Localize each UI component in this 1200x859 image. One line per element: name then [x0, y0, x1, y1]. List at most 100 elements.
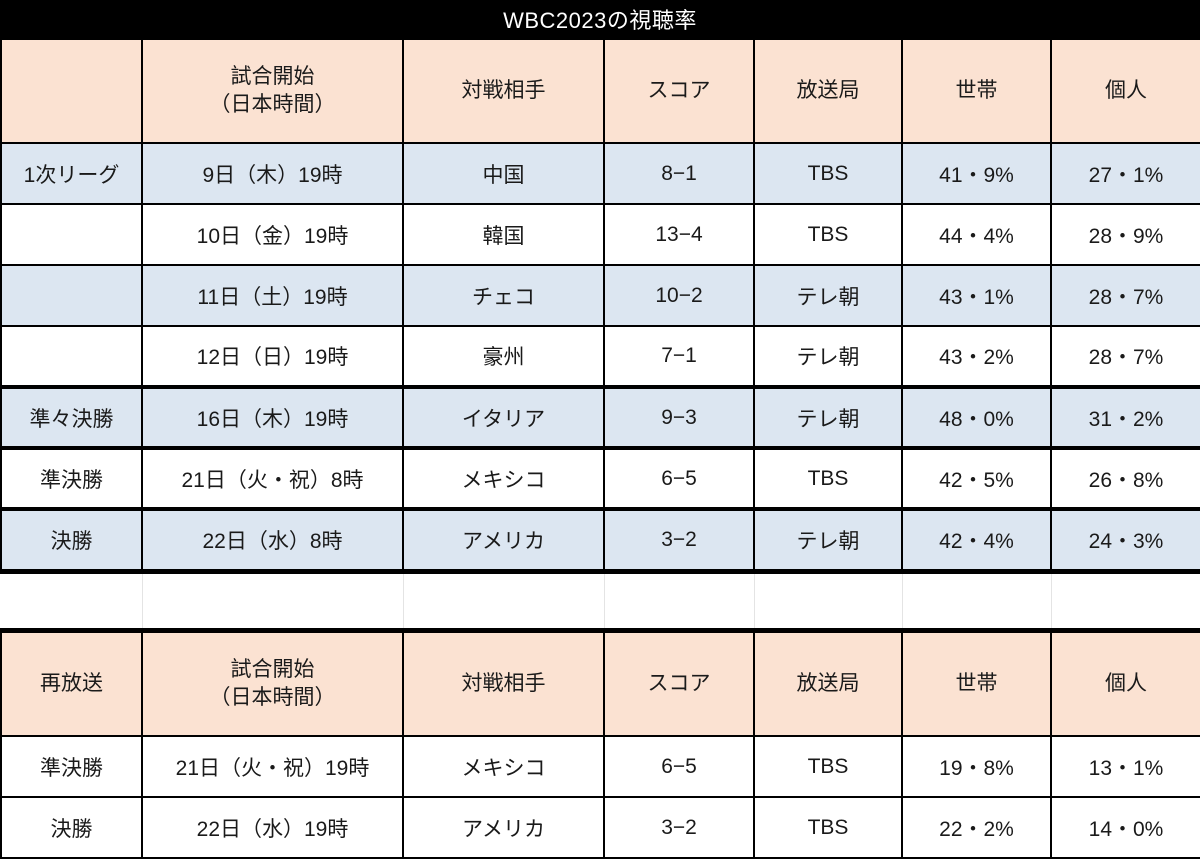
cell-start-time: 16日（木）19時: [141, 385, 404, 450]
table-row: 準決勝 21日（火・祝）19時 メキシコ 6−5 TBS 19・8% 13・1%: [0, 735, 1200, 798]
cell-opponent: 豪州: [402, 325, 605, 389]
cell-individual: 28・7%: [1050, 325, 1200, 389]
cell-individual: 31・2%: [1050, 385, 1200, 450]
cell-stage: 準決勝: [0, 447, 143, 511]
cell-stage: 1次リーグ: [0, 142, 143, 205]
cell-start-time: 10日（金）19時: [141, 203, 404, 266]
column-header-start-time: 試合開始 （日本時間）: [141, 38, 404, 144]
table-row: 準々決勝 16日（木）19時 イタリア 9−3 テレ朝 48・0% 31・2%: [0, 385, 1200, 450]
cell-start-time: 21日（火・祝）19時: [141, 735, 404, 798]
cell-stage: 準々決勝: [0, 385, 143, 450]
column-header-start-time: 試合開始 （日本時間）: [141, 631, 404, 737]
spacer-cell: [0, 571, 143, 631]
spacer-cell: [753, 571, 903, 631]
spacer-cell: [402, 571, 605, 631]
column-header-opponent: 対戦相手: [402, 631, 605, 737]
cell-stage: [0, 264, 143, 327]
cell-start-time: 21日（火・祝）8時: [141, 447, 404, 511]
cell-household: 42・5%: [901, 447, 1052, 511]
page-title: WBC2023の視聴率: [0, 0, 1200, 38]
column-header-opponent: 対戦相手: [402, 38, 605, 144]
column-header-score: スコア: [603, 631, 755, 737]
cell-individual: 27・1%: [1050, 142, 1200, 205]
cell-household: 19・8%: [901, 735, 1052, 798]
column-header-rebroadcast: 再放送: [0, 631, 143, 737]
cell-opponent: アメリカ: [402, 796, 605, 859]
rebroadcast-table-header-row: 再放送 試合開始 （日本時間） 対戦相手 スコア 放送局 世帯 個人: [0, 631, 1200, 737]
cell-opponent: メキシコ: [402, 447, 605, 511]
cell-household: 43・1%: [901, 264, 1052, 327]
cell-score: 8−1: [603, 142, 755, 205]
column-header-household: 世帯: [901, 631, 1052, 737]
table-spacer-row: [0, 571, 1200, 631]
cell-broadcaster: TBS: [753, 203, 903, 266]
column-header-start-time-line1: 試合開始: [230, 658, 315, 682]
cell-broadcaster: TBS: [753, 796, 903, 859]
table-row: 1次リーグ 9日（木）19時 中国 8−1 TBS 41・9% 27・1%: [0, 142, 1200, 205]
table-row: 決勝 22日（水）19時 アメリカ 3−2 TBS 22・2% 14・0%: [0, 796, 1200, 859]
spacer-cell: [603, 571, 755, 631]
cell-stage: 決勝: [0, 508, 143, 571]
column-header-start-time-line2: （日本時間）: [209, 93, 336, 116]
cell-household: 48・0%: [901, 385, 1052, 450]
cell-opponent: イタリア: [402, 385, 605, 450]
cell-household: 42・4%: [901, 508, 1052, 571]
column-header-start-time-line2: （日本時間）: [209, 686, 336, 709]
cell-score: 6−5: [603, 447, 755, 511]
cell-start-time: 12日（日）19時: [141, 325, 404, 389]
cell-individual: 28・7%: [1050, 264, 1200, 327]
cell-household: 43・2%: [901, 325, 1052, 389]
column-header-individual: 個人: [1050, 631, 1200, 737]
spacer-cell: [141, 571, 404, 631]
viewership-table-rebroadcast: 再放送 試合開始 （日本時間） 対戦相手 スコア 放送局 世帯 個人 準決勝 2…: [0, 631, 1200, 859]
cell-stage: [0, 325, 143, 389]
cell-start-time: 9日（木）19時: [141, 142, 404, 205]
cell-score: 9−3: [603, 385, 755, 450]
cell-opponent: アメリカ: [402, 508, 605, 571]
main-table: 試合開始 （日本時間） 対戦相手 スコア 放送局 世帯 個人 1次リーグ 9日（…: [0, 38, 1200, 571]
column-header-score: スコア: [603, 38, 755, 144]
cell-individual: 28・9%: [1050, 203, 1200, 266]
cell-broadcaster: TBS: [753, 142, 903, 205]
table-row: 10日（金）19時 韓国 13−4 TBS 44・4% 28・9%: [0, 203, 1200, 266]
table-row: 11日（土）19時 チェコ 10−2 テレ朝 43・1% 28・7%: [0, 264, 1200, 327]
spacer-row: [0, 571, 1200, 631]
cell-individual: 24・3%: [1050, 508, 1200, 571]
table-row: 12日（日）19時 豪州 7−1 テレ朝 43・2% 28・7%: [0, 325, 1200, 389]
cell-start-time: 22日（水）8時: [141, 508, 404, 571]
spacer-cell: [1050, 571, 1200, 631]
rebroadcast-table: 再放送 試合開始 （日本時間） 対戦相手 スコア 放送局 世帯 個人 準決勝 2…: [0, 631, 1200, 859]
cell-start-time: 22日（水）19時: [141, 796, 404, 859]
column-header-broadcaster: 放送局: [753, 631, 903, 737]
cell-score: 3−2: [603, 796, 755, 859]
table-row: 決勝 22日（水）8時 アメリカ 3−2 テレ朝 42・4% 24・3%: [0, 508, 1200, 571]
cell-broadcaster: テレ朝: [753, 264, 903, 327]
cell-individual: 14・0%: [1050, 796, 1200, 859]
column-header-stage: [0, 38, 143, 144]
viewership-table-main: 試合開始 （日本時間） 対戦相手 スコア 放送局 世帯 個人 1次リーグ 9日（…: [0, 38, 1200, 571]
cell-stage: 決勝: [0, 796, 143, 859]
cell-score: 7−1: [603, 325, 755, 389]
cell-opponent: チェコ: [402, 264, 605, 327]
cell-individual: 26・8%: [1050, 447, 1200, 511]
cell-household: 44・4%: [901, 203, 1052, 266]
cell-score: 6−5: [603, 735, 755, 798]
cell-opponent: 中国: [402, 142, 605, 205]
cell-broadcaster: TBS: [753, 447, 903, 511]
cell-opponent: メキシコ: [402, 735, 605, 798]
column-header-household: 世帯: [901, 38, 1052, 144]
column-header-start-time-line1: 試合開始: [230, 65, 315, 89]
cell-score: 10−2: [603, 264, 755, 327]
cell-score: 3−2: [603, 508, 755, 571]
cell-household: 22・2%: [901, 796, 1052, 859]
column-header-broadcaster: 放送局: [753, 38, 903, 144]
column-header-individual: 個人: [1050, 38, 1200, 144]
cell-broadcaster: テレ朝: [753, 508, 903, 571]
cell-stage: [0, 203, 143, 266]
cell-stage: 準決勝: [0, 735, 143, 798]
cell-score: 13−4: [603, 203, 755, 266]
cell-broadcaster: テレ朝: [753, 325, 903, 389]
cell-opponent: 韓国: [402, 203, 605, 266]
cell-household: 41・9%: [901, 142, 1052, 205]
